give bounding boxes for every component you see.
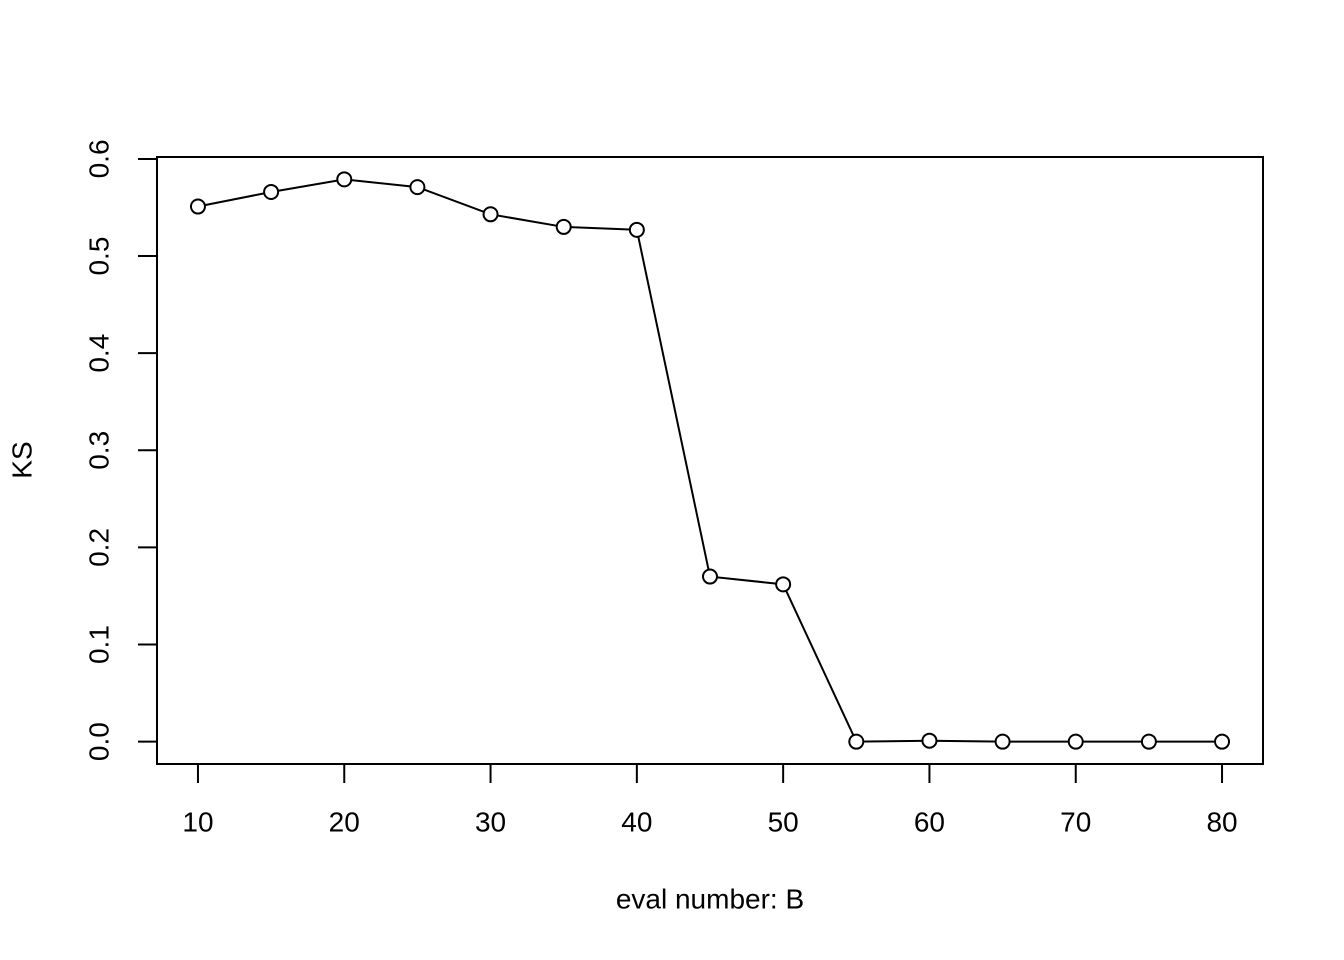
x-tick-label: 30 [475, 806, 506, 837]
y-axis-label: KS [6, 441, 37, 478]
x-tick-label: 20 [329, 806, 360, 837]
point [775, 576, 792, 593]
series-line [197, 178, 1223, 743]
point [994, 733, 1011, 750]
point [1067, 733, 1084, 750]
y-tick-label: 0.1 [83, 625, 114, 664]
x-axis-label: eval number: B [616, 883, 804, 914]
point [848, 733, 865, 750]
point [628, 221, 645, 238]
point [189, 198, 206, 215]
point [1214, 733, 1231, 750]
point [482, 206, 499, 223]
x-tick-label: 80 [1206, 806, 1237, 837]
point [263, 183, 280, 200]
point [921, 732, 938, 749]
point [702, 568, 718, 585]
y-tick-label: 0.2 [83, 528, 114, 567]
x-tick-label: 40 [621, 806, 652, 837]
x-tick-label: 50 [768, 806, 799, 837]
point [409, 179, 426, 196]
x-tick-label: 10 [182, 806, 213, 837]
y-tick-label: 0.0 [83, 722, 114, 761]
plot-frame [156, 156, 1264, 765]
y-tick-label: 0.4 [83, 334, 114, 373]
y-tick-label: 0.3 [83, 431, 114, 470]
point [336, 171, 353, 188]
y-tick-label: 0.6 [83, 139, 114, 178]
y-tick-label: 0.5 [83, 237, 114, 276]
point [555, 218, 572, 235]
x-tick-label: 60 [914, 806, 945, 837]
x-tick-label: 70 [1060, 806, 1091, 837]
point [1140, 733, 1157, 750]
